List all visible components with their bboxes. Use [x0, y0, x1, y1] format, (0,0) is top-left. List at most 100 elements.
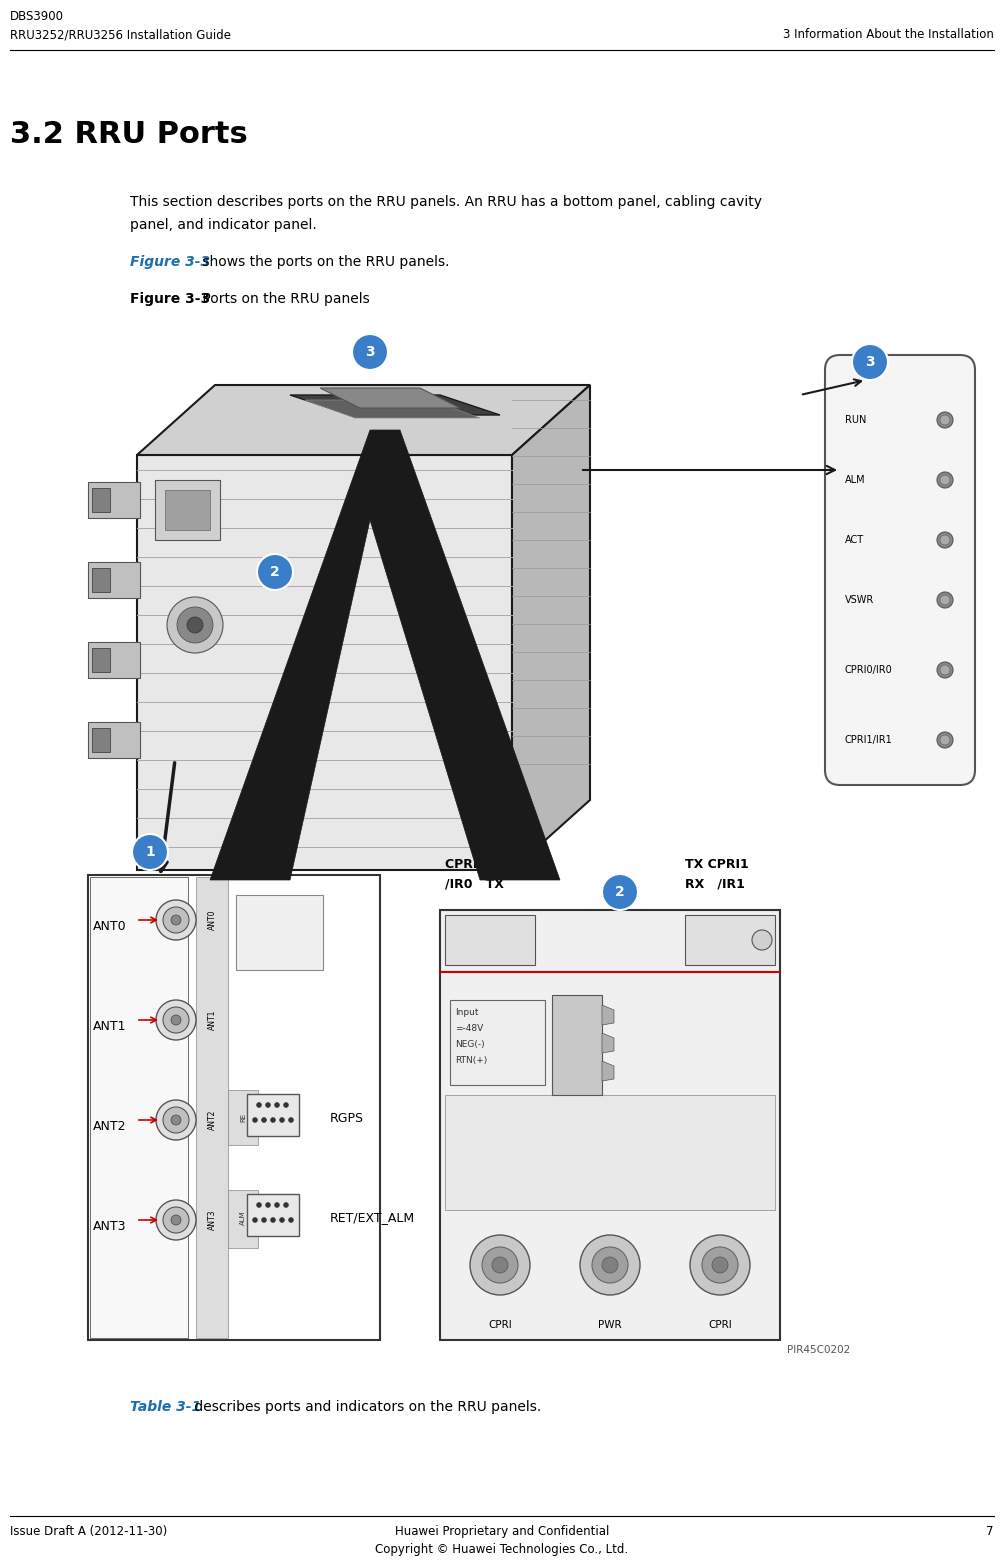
Polygon shape	[136, 456, 512, 871]
Text: 3: 3	[365, 345, 374, 359]
Text: ANT2: ANT2	[208, 1110, 217, 1131]
Text: PWR: PWR	[598, 1320, 621, 1330]
Circle shape	[481, 1247, 518, 1283]
Circle shape	[701, 1247, 737, 1283]
Circle shape	[166, 597, 223, 653]
Text: ALM: ALM	[845, 474, 865, 485]
Circle shape	[171, 915, 181, 926]
Text: VSWR: VSWR	[845, 595, 874, 604]
Text: ANT3: ANT3	[208, 1211, 217, 1231]
Polygon shape	[136, 385, 590, 456]
Text: describes ports and indicators on the RRU panels.: describes ports and indicators on the RR…	[190, 1400, 541, 1414]
Polygon shape	[444, 1095, 774, 1211]
Circle shape	[711, 1257, 727, 1273]
Polygon shape	[305, 399, 479, 418]
Text: CPRI0 RX: CPRI0 RX	[444, 858, 510, 871]
Circle shape	[751, 930, 771, 951]
Circle shape	[265, 1102, 270, 1107]
Circle shape	[256, 1203, 261, 1207]
Polygon shape	[88, 562, 139, 598]
Circle shape	[171, 1215, 181, 1225]
Circle shape	[936, 662, 952, 678]
Text: 3.2 RRU Ports: 3.2 RRU Ports	[10, 121, 248, 149]
Polygon shape	[228, 1190, 258, 1248]
Polygon shape	[88, 642, 139, 678]
Text: ANT0: ANT0	[93, 921, 126, 933]
Polygon shape	[92, 489, 110, 512]
Text: Copyright © Huawei Technologies Co., Ltd.: Copyright © Huawei Technologies Co., Ltd…	[375, 1543, 628, 1557]
Text: Ports on the RRU panels: Ports on the RRU panels	[198, 291, 369, 305]
Polygon shape	[602, 1062, 614, 1081]
Circle shape	[257, 554, 293, 590]
Polygon shape	[444, 915, 535, 965]
Circle shape	[852, 345, 887, 381]
Polygon shape	[88, 875, 379, 1340]
Circle shape	[265, 1203, 270, 1207]
Polygon shape	[684, 915, 774, 965]
Text: CPRI1/IR1: CPRI1/IR1	[845, 734, 892, 745]
Text: RE: RE	[240, 1112, 246, 1121]
Text: RX   /IR1: RX /IR1	[684, 879, 744, 891]
Polygon shape	[602, 1034, 614, 1052]
Circle shape	[270, 1217, 275, 1223]
Circle shape	[261, 1118, 266, 1123]
Text: ANT3: ANT3	[93, 1220, 126, 1234]
Circle shape	[274, 1203, 279, 1207]
Circle shape	[162, 1207, 189, 1232]
Circle shape	[177, 608, 213, 644]
Circle shape	[939, 734, 949, 745]
Circle shape	[171, 1015, 181, 1026]
Circle shape	[939, 415, 949, 424]
Polygon shape	[290, 395, 499, 415]
Text: TX CPRI1: TX CPRI1	[684, 858, 748, 871]
Polygon shape	[196, 877, 228, 1337]
Circle shape	[270, 1118, 275, 1123]
Circle shape	[580, 1236, 639, 1295]
Text: RTN(+): RTN(+)	[454, 1055, 486, 1065]
Text: ACT: ACT	[845, 536, 864, 545]
Circle shape	[252, 1217, 257, 1223]
Circle shape	[256, 1102, 261, 1107]
Polygon shape	[512, 385, 590, 871]
Circle shape	[162, 907, 189, 933]
Text: Input: Input	[454, 1009, 478, 1016]
Text: /IR0   TX: /IR0 TX	[444, 879, 504, 891]
Circle shape	[187, 617, 203, 633]
Text: 2: 2	[615, 885, 624, 899]
Circle shape	[274, 1102, 279, 1107]
Text: ANT1: ANT1	[208, 1010, 217, 1030]
Polygon shape	[92, 568, 110, 592]
Circle shape	[939, 595, 949, 604]
Polygon shape	[228, 1090, 258, 1145]
Circle shape	[155, 1001, 196, 1040]
Text: Table 3-1: Table 3-1	[129, 1400, 201, 1414]
Circle shape	[936, 731, 952, 749]
Circle shape	[936, 412, 952, 428]
Text: CPRI: CPRI	[707, 1320, 731, 1330]
Circle shape	[936, 471, 952, 489]
Text: 1: 1	[145, 846, 154, 860]
Text: RUN: RUN	[845, 415, 866, 424]
Text: NEG(-): NEG(-)	[454, 1040, 484, 1049]
Text: Huawei Proprietary and Confidential: Huawei Proprietary and Confidential	[394, 1525, 609, 1538]
Polygon shape	[164, 490, 210, 529]
Text: 7: 7	[986, 1525, 993, 1538]
Polygon shape	[210, 431, 560, 880]
Polygon shape	[92, 728, 110, 752]
Text: This section describes ports on the RRU panels. An RRU has a bottom panel, cabli: This section describes ports on the RRU …	[129, 196, 761, 208]
Circle shape	[162, 1007, 189, 1034]
Text: 3: 3	[865, 355, 874, 370]
Polygon shape	[439, 910, 779, 1340]
Circle shape	[689, 1236, 749, 1295]
Polygon shape	[88, 722, 139, 758]
Circle shape	[592, 1247, 627, 1283]
Circle shape	[288, 1217, 293, 1223]
Circle shape	[602, 1257, 618, 1273]
Circle shape	[283, 1102, 288, 1107]
Polygon shape	[247, 1193, 299, 1236]
Circle shape	[469, 1236, 530, 1295]
Polygon shape	[92, 648, 110, 672]
Text: ANT2: ANT2	[93, 1121, 126, 1134]
Circle shape	[288, 1118, 293, 1123]
Circle shape	[491, 1257, 508, 1273]
